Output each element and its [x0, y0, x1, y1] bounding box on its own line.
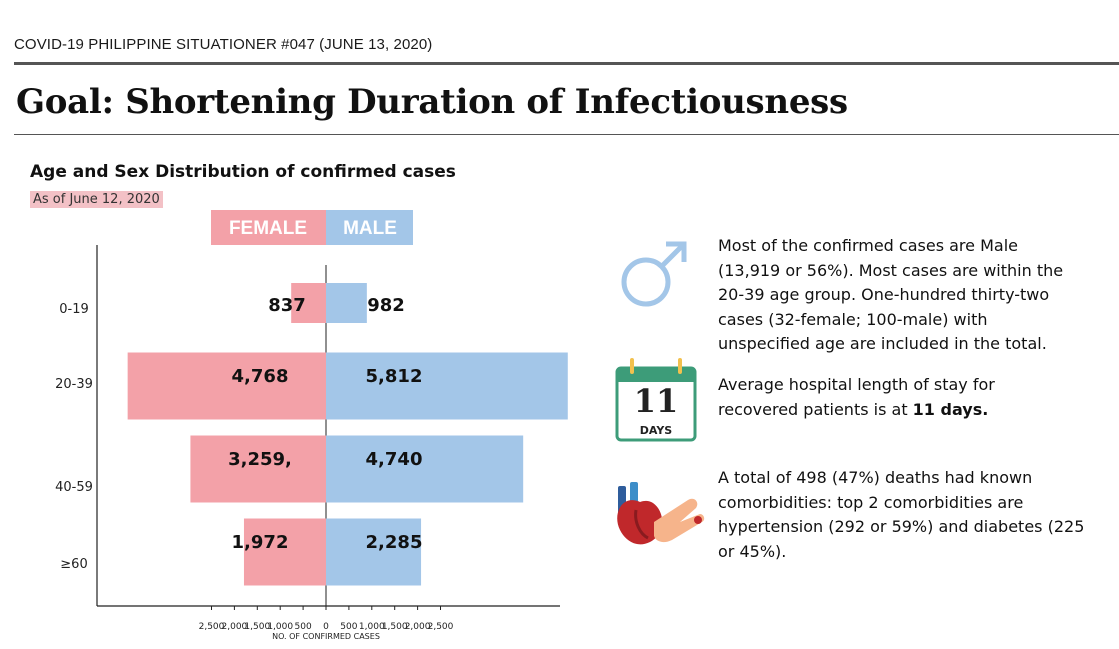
stay-info-bold: 11 days.	[912, 399, 989, 419]
data-label-male: 2,285	[366, 532, 423, 553]
legend-female-label: FEMALE	[229, 218, 307, 239]
bar-female	[243, 518, 326, 586]
calendar-unit: DAYS	[639, 424, 673, 437]
data-label-male: 982	[367, 295, 405, 316]
chart-subtitle: As of June 12, 2020	[30, 191, 163, 208]
legend-male-swatch	[326, 210, 413, 245]
male-symbol-icon	[621, 241, 687, 307]
x-tick-label: 0	[323, 622, 329, 632]
bar-male	[326, 352, 568, 420]
legend-female-swatch	[211, 210, 326, 245]
y-tick-label: 0-19	[59, 302, 89, 317]
x-tick-label: 2,500	[199, 622, 225, 632]
chart-title: Age and Sex Distribution of confirmed ca…	[30, 162, 456, 182]
pyramid-chart: FEMALE MALE 837 982 0-19 4,768 5,812 20-39 3,259…	[55, 210, 568, 641]
top-rule	[14, 62, 1119, 65]
x-tick-label: 500	[295, 622, 312, 632]
heart-comorbidity-icon	[617, 482, 705, 545]
x-tick-label: 2,000	[222, 622, 248, 632]
data-label-female: 1,972	[232, 532, 289, 553]
y-tick-label: ≥60	[60, 557, 87, 572]
bar-male	[326, 283, 367, 323]
legend-male-label: MALE	[343, 218, 397, 239]
bar-female	[190, 435, 326, 503]
bar-male	[326, 435, 524, 503]
report-label: COVID-19 PHILIPPINE SITUATIONER #047 (JU…	[14, 36, 433, 53]
data-label-female: 837	[268, 295, 306, 316]
calendar-icon	[615, 358, 697, 442]
bar-female	[127, 352, 326, 420]
x-tick-label: 2,500	[428, 622, 454, 632]
male-info-text: Most of the confirmed cases are Male (13…	[718, 236, 1064, 353]
bar-male	[326, 518, 422, 586]
x-tick-label: 1,500	[382, 622, 408, 632]
page-title: Goal: Shortening Duration of Infectiousn…	[16, 82, 848, 122]
x-axis-label: NO. OF CONFIRMED CASES	[272, 632, 380, 641]
data-label-male: 4,740	[366, 449, 423, 470]
stay-info-text: Average hospital length of stay for reco…	[718, 373, 1058, 422]
x-tick-label: 2,000	[405, 622, 431, 632]
x-tick-label: 1,000	[359, 622, 385, 632]
y-tick-label: 20-39	[55, 377, 93, 392]
title-rule	[14, 134, 1119, 135]
x-tick-label: 1,500	[244, 622, 270, 632]
stay-info-prefix: Average hospital length of stay for reco…	[718, 375, 995, 419]
data-label-female: 4,768	[232, 366, 289, 387]
data-label-female: 3,259,	[228, 449, 292, 470]
comorbidity-info-text: A total of 498 (47%) deaths had known co…	[718, 468, 1085, 561]
x-tick-label: 500	[340, 622, 357, 632]
y-tick-label: 40-59	[55, 480, 93, 495]
bar-female	[291, 283, 326, 323]
calendar-number: 11	[633, 382, 679, 420]
data-label-male: 5,812	[366, 366, 423, 387]
x-tick-label: 1,000	[267, 622, 293, 632]
